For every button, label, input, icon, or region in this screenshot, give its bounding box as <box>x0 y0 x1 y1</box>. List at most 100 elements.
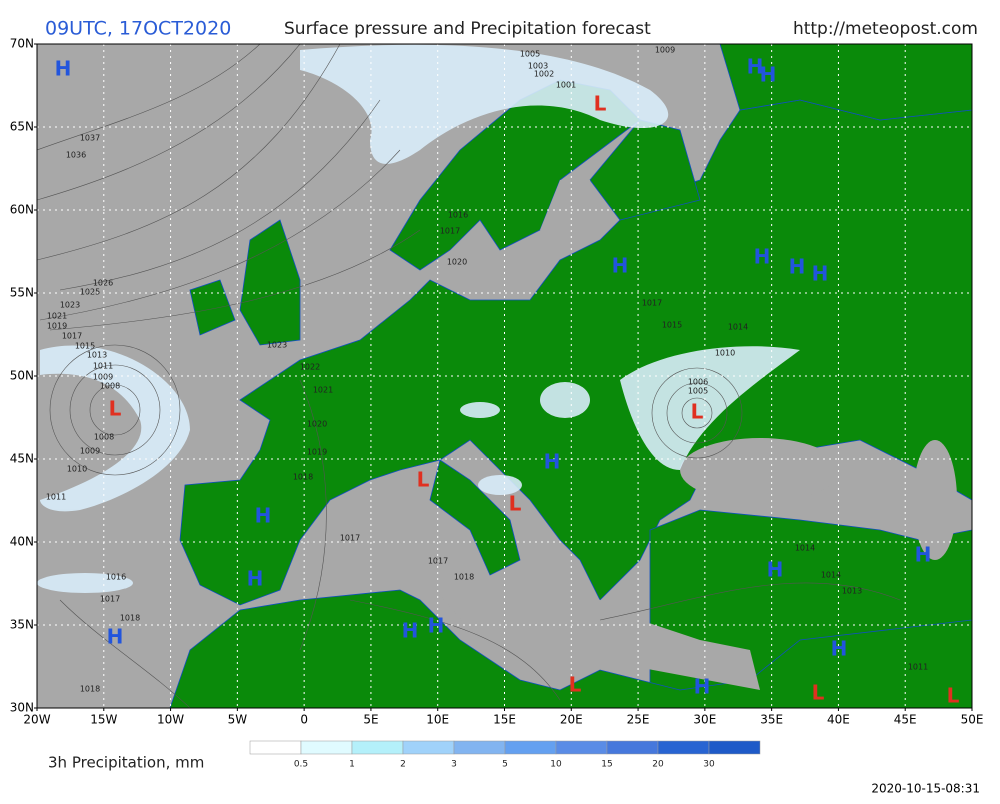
isobar-label: 1018 <box>120 614 140 623</box>
lon-label: 10W <box>157 713 184 727</box>
lon-label: 5W <box>228 713 248 727</box>
isobar-label: 1020 <box>447 258 467 267</box>
isobar-label: 1020 <box>307 420 327 429</box>
legend-tick-label: 1 <box>349 760 355 770</box>
lon-label: 45E <box>894 713 917 727</box>
map-area: 1036103710261025102310211019101710151013… <box>37 44 972 708</box>
pressure-center: L <box>417 468 430 492</box>
isobar-label: 1021 <box>313 386 333 395</box>
lon-label: 50E <box>961 713 984 727</box>
legend-swatch <box>606 740 659 755</box>
legend-tick-label: 20 <box>652 760 664 770</box>
isobar-label: 1017 <box>428 557 448 566</box>
isobar-label: 1016 <box>106 573 126 582</box>
isobar-label: 1003 <box>528 62 548 71</box>
pressure-center: H <box>747 55 764 79</box>
isobar-label: 1013 <box>87 351 107 360</box>
legend-tick-label: 5 <box>502 760 508 770</box>
lat-label: 45N <box>10 452 34 466</box>
timestamp: 2020-10-15-08:31 <box>871 782 980 796</box>
isobar-label: 1009 <box>93 373 113 382</box>
lat-label: 35N <box>10 618 34 632</box>
isobar-label: 1014 <box>728 323 748 332</box>
isobar-label: 1026 <box>93 279 113 288</box>
pressure-center: H <box>544 450 561 474</box>
lat-label: 30N <box>10 701 34 715</box>
isobar-label: 1011 <box>908 663 928 672</box>
land <box>169 44 972 708</box>
pressure-center: L <box>509 492 522 516</box>
pressure-center: H <box>255 504 272 528</box>
pressure-center: L <box>691 400 704 424</box>
pressure-center: H <box>247 567 264 591</box>
isobar-label: 1018 <box>293 473 313 482</box>
legend-swatch <box>249 740 302 755</box>
map-title: Surface pressure and Precipitation forec… <box>284 19 651 39</box>
pressure-center: L <box>109 397 122 421</box>
lon-label: 10E <box>426 713 449 727</box>
pressure-center: L <box>594 92 607 116</box>
isobar-label: 1014 <box>821 571 841 580</box>
legend-swatch <box>708 740 761 755</box>
legend-swatch <box>453 740 506 755</box>
pressure-center: H <box>402 619 419 643</box>
isobar-label: 1009 <box>655 46 675 55</box>
isobar-label: 1005 <box>520 50 540 59</box>
isobar-label: 1017 <box>340 534 360 543</box>
pressure-center: H <box>767 558 784 582</box>
lon-label: 35E <box>760 713 783 727</box>
isobar-label: 1008 <box>100 382 120 391</box>
isobar-label: 1022 <box>300 363 320 372</box>
lat-label: 65N <box>10 120 34 134</box>
isobar-label: 1001 <box>556 81 576 90</box>
isobar-label: 1023 <box>267 341 287 350</box>
isobar-label: 1013 <box>842 587 862 596</box>
lon-label: 25E <box>627 713 650 727</box>
precipitation-areas <box>37 44 800 593</box>
isobar-label: 1015 <box>75 342 95 351</box>
lat-label: 55N <box>10 286 34 300</box>
legend-swatch <box>657 740 710 755</box>
isobar-label: 1018 <box>80 685 100 694</box>
pressure-center: L <box>947 684 960 708</box>
isobars <box>37 44 901 708</box>
isobar-label: 1008 <box>94 433 114 442</box>
isobar-label: 1023 <box>60 301 80 310</box>
isobar-label: 1036 <box>66 151 86 160</box>
isobar-label: 1017 <box>62 332 82 341</box>
isobar-label: 1010 <box>715 349 735 358</box>
lon-label: 5E <box>363 713 378 727</box>
pressure-center: H <box>612 254 629 278</box>
isobar-label: 1021 <box>47 312 67 321</box>
lat-label: 50N <box>10 369 34 383</box>
isobar-labels: 1036103710261025102310211019101710151013… <box>46 46 928 694</box>
pressure-center: H <box>831 637 848 661</box>
legend-swatch <box>504 740 557 755</box>
legend-label: 3h Precipitation, mm <box>48 754 204 772</box>
pressure-center: H <box>915 543 932 567</box>
lon-label: 20W <box>23 713 50 727</box>
lat-label: 40N <box>10 535 34 549</box>
isobar-label: 1005 <box>688 387 708 396</box>
legend-tick-label: 30 <box>703 760 715 770</box>
isobar-label: 1019 <box>307 448 327 457</box>
lon-label: 30E <box>693 713 716 727</box>
isobar-label: 1011 <box>46 493 66 502</box>
color-legend: 0.5 1 2 3 5 10 15 20 30 <box>249 740 761 770</box>
pressure-center: L <box>569 673 582 697</box>
isobar-label: 1017 <box>642 299 662 308</box>
pressure-center: H <box>812 262 829 286</box>
pressure-center: H <box>694 675 711 699</box>
isobar-label: 1011 <box>93 362 113 371</box>
forecast-time: 09UTC, 17OCT2020 <box>45 18 231 40</box>
lon-label: 15W <box>90 713 117 727</box>
lat-label: 70N <box>10 37 34 51</box>
isobar-label: 1014 <box>795 544 815 553</box>
isobar-label: 1010 <box>67 465 87 474</box>
isobar-label: 1019 <box>47 322 67 331</box>
isobar-label: 1018 <box>454 573 474 582</box>
legend-swatch <box>351 740 404 755</box>
pressure-center: H <box>107 625 124 649</box>
legend-tick-label: 2 <box>400 760 406 770</box>
